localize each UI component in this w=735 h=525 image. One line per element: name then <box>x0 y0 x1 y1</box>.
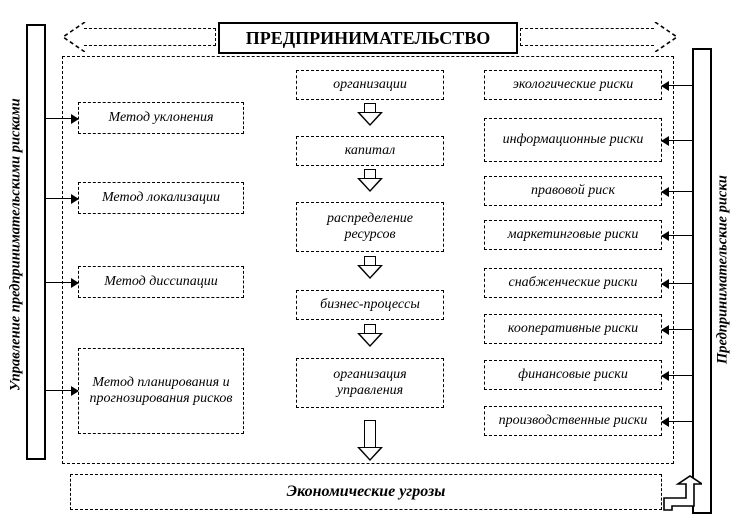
title-box: ПРЕДПРИНИМАТЕЛЬСТВО <box>218 22 518 54</box>
method-label: Метод планирования и прогнозирования рис… <box>83 375 239 407</box>
risk-label: кооперативные риски <box>508 321 638 337</box>
method-label: Метод уклонения <box>109 110 214 126</box>
risk-box: экологические риски <box>484 70 662 100</box>
risk-label: информационные риски <box>503 132 644 148</box>
chain-arrow-down-icon <box>357 169 383 193</box>
center-box: распределение ресурсов <box>296 202 444 252</box>
chain-arrow-down-icon <box>357 103 383 127</box>
title-arrow-left <box>62 22 218 52</box>
left-vertical-label: Управление предпринимательскими рисками <box>7 60 25 430</box>
risk-box: финансовые риски <box>484 360 662 390</box>
risk-box: информационные риски <box>484 118 662 162</box>
right-vertical-label: Предпринимательские риски <box>714 120 732 420</box>
center-box: капитал <box>296 136 444 166</box>
method-connector <box>46 118 78 119</box>
method-box: Метод диссипации <box>78 266 244 298</box>
method-box: Метод локализации <box>78 182 244 214</box>
center-label: капитал <box>345 143 396 159</box>
center-box: бизнес-процессы <box>296 290 444 320</box>
risk-box: производственные риски <box>484 406 662 436</box>
risk-connector <box>662 191 692 192</box>
risk-box: снабженческие риски <box>484 268 662 298</box>
risk-label: правовой риск <box>531 183 615 199</box>
bottom-banner: Экономические угрозы <box>70 474 662 510</box>
center-label: организации <box>333 77 407 93</box>
center-label: организация управления <box>301 367 439 399</box>
method-box: Метод планирования и прогнозирования рис… <box>78 348 244 434</box>
risk-box: правовой риск <box>484 176 662 206</box>
risk-connector <box>662 329 692 330</box>
method-connector <box>46 282 78 283</box>
chain-arrow-down-icon <box>357 324 383 348</box>
risk-connector <box>662 421 692 422</box>
risk-label: маркетинговые риски <box>508 227 639 243</box>
risk-box: кооперативные риски <box>484 314 662 344</box>
method-label: Метод диссипации <box>104 274 218 290</box>
center-label: бизнес-процессы <box>320 297 420 313</box>
bent-arrow-icon <box>662 470 702 514</box>
title-arrow-right <box>520 22 678 52</box>
risk-label: снабженческие риски <box>509 275 638 291</box>
method-box: Метод уклонения <box>78 102 244 134</box>
risk-connector <box>662 85 692 86</box>
risk-connector <box>662 235 692 236</box>
risk-connector <box>662 283 692 284</box>
center-box: организации <box>296 70 444 100</box>
risk-connector <box>662 140 692 141</box>
center-label: распределение ресурсов <box>301 211 439 243</box>
risk-connector <box>662 375 692 376</box>
method-connector <box>46 390 78 391</box>
method-label: Метод локализации <box>102 190 220 206</box>
right-vertical-bar <box>692 48 712 514</box>
left-vertical-bar <box>26 24 46 460</box>
diagram-stage: ПРЕДПРИНИМАТЕЛЬСТВО Управление предприни… <box>0 0 735 525</box>
title-text: ПРЕДПРИНИМАТЕЛЬСТВО <box>246 28 490 49</box>
method-connector <box>46 198 78 199</box>
chain-arrow-down-icon <box>357 256 383 280</box>
center-box: организация управления <box>296 358 444 408</box>
risk-box: маркетинговые риски <box>484 220 662 250</box>
risk-label: производственные риски <box>499 413 648 429</box>
risk-label: экологические риски <box>513 77 634 93</box>
chain-arrow-down-icon <box>357 420 383 462</box>
bottom-banner-text: Экономические угрозы <box>287 483 446 501</box>
risk-label: финансовые риски <box>518 367 628 383</box>
